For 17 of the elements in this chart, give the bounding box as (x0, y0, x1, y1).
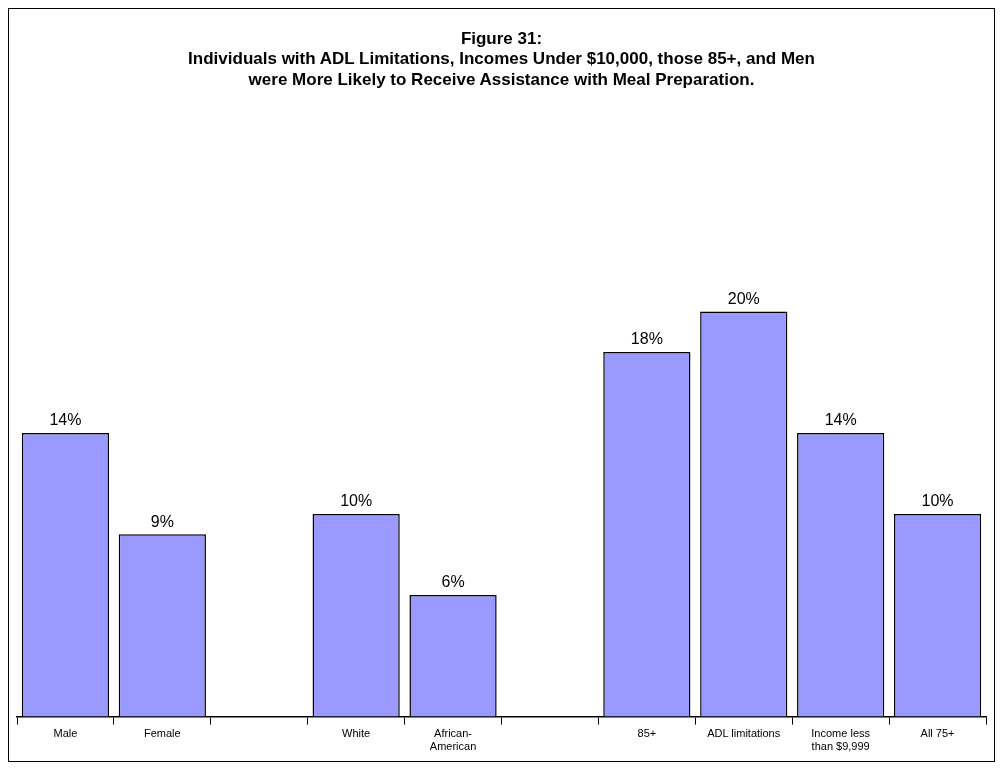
chart-title: Figure 31: Individuals with ADL Limitations, Incomes Under $10,000, those 85+, and Men were More Likely to Receive Assistance with Meal Preparation. (188, 28, 815, 89)
data-label: 6% (441, 573, 465, 591)
data-label: 9% (150, 512, 174, 530)
x-tick-label: 85+ (637, 727, 657, 740)
x-tick-label: ADL limitations (707, 727, 781, 740)
data-label: 14% (824, 411, 857, 429)
data-label: 10% (921, 492, 954, 510)
data-label: 10% (340, 492, 373, 510)
data-label: 14% (49, 411, 82, 429)
x-tick-label: African-American (429, 727, 477, 753)
data-label: 18% (630, 330, 663, 348)
x-tick-label: Male (53, 727, 78, 740)
data-label: 20% (727, 289, 760, 307)
x-tick-label: Income less than $9,999 (811, 727, 871, 753)
x-tick-label: Female (144, 727, 181, 740)
x-tick-label: All 75+ (920, 727, 955, 740)
x-tick-label: White (342, 727, 371, 740)
